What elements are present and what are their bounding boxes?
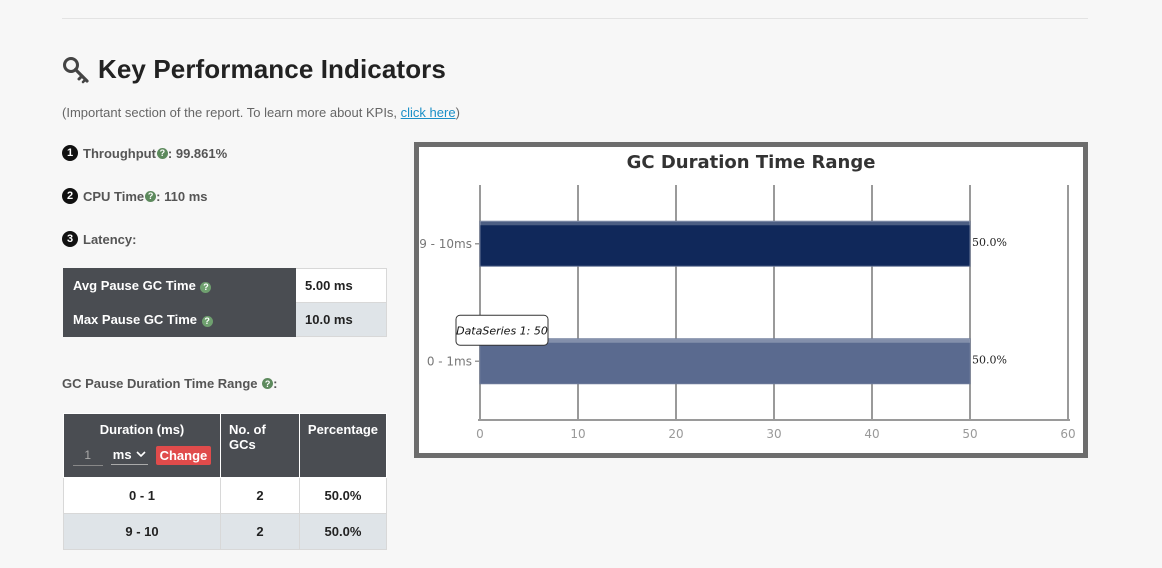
table-header-row: Duration (ms) ms Change No. of GCs Perce… (63, 413, 388, 478)
avg-pause-value: 5.00 ms (295, 268, 387, 303)
kpi-cpu-time: 2 CPU Time ? : 110 ms (62, 188, 208, 204)
help-icon[interactable]: ? (200, 281, 212, 293)
step-number-badge: 3 (62, 231, 78, 247)
count-header: No. of GCs (220, 413, 300, 478)
data-label: 50.0% (972, 353, 1007, 366)
duration-controls: ms Change (72, 445, 212, 466)
range-cell: 0 - 1 (63, 477, 221, 514)
help-icon[interactable]: ? (145, 190, 157, 202)
table-row: Max Pause GC Time ? 10.0 ms (63, 302, 387, 337)
help-icon[interactable]: ? (156, 147, 168, 159)
key-icon (63, 56, 89, 83)
y-tick-label: 0 - 1ms (427, 354, 472, 368)
gc-duration-chart: GC Duration Time Range 0 10 20 30 40 50 60 9 - 1… (414, 142, 1088, 458)
x-tick-label: 0 (476, 427, 484, 441)
step-number-badge: 1 (62, 145, 78, 161)
count-cell: 2 (220, 513, 300, 550)
chart-title: GC Duration Time Range (627, 152, 876, 173)
help-icon[interactable]: ? (201, 315, 213, 327)
page-title: Key Performance Indicators (98, 54, 446, 84)
cpu-time-label: CPU Time (83, 188, 145, 204)
table-row: Avg Pause GC Time ? 5.00 ms (63, 268, 387, 303)
data-label: 50.0% (972, 236, 1007, 249)
tooltip-text: DataSeries 1: 50 (456, 324, 548, 337)
x-tick-label: 50 (962, 427, 977, 441)
gc-duration-table: Duration (ms) ms Change No. of GCs Perce… (63, 413, 388, 550)
chart-canvas: GC Duration Time Range 0 10 20 30 40 50 60 9 - 1… (419, 152, 1075, 441)
cpu-time-value: : 110 ms (156, 188, 208, 204)
x-tick-label: 20 (668, 427, 683, 441)
bar-highlight (480, 338, 970, 343)
bar-highlight (480, 221, 970, 226)
x-tick-label: 40 (864, 427, 879, 441)
unit-select[interactable]: ms (110, 447, 148, 465)
percentage-cell: 50.0% (298, 513, 388, 550)
x-tick-label: 10 (570, 427, 585, 441)
throughput-label: Throughput (83, 145, 156, 161)
kpi-learn-more-link[interactable]: click here (400, 105, 456, 120)
percentage-header: Percentage (298, 413, 388, 478)
kpi-latency: 3 Latency: (62, 231, 136, 247)
step-number-badge: 2 (62, 188, 78, 204)
tooltip-box (455, 314, 549, 346)
intro-text: (Important section of the report. To lea… (62, 105, 460, 120)
bar (479, 338, 971, 385)
change-button[interactable]: Change (155, 446, 212, 465)
help-icon[interactable]: ? (262, 378, 274, 389)
latency-table: Avg Pause GC Time ? 5.00 ms Max Pause GC… (63, 268, 387, 337)
top-divider (62, 18, 1088, 19)
section-header: Key Performance Indicators (62, 54, 446, 85)
kpi-throughput: 1 Throughput ? : 99.861% (62, 145, 227, 161)
duration-header: Duration (ms) ms Change (63, 413, 221, 478)
range-cell: 9 - 10 (63, 513, 221, 550)
avg-pause-label: Avg Pause GC Time ? (63, 268, 296, 303)
x-tick-label: 60 (1060, 427, 1075, 441)
max-pause-label: Max Pause GC Time ? (63, 302, 296, 337)
x-tick-label: 30 (766, 427, 781, 441)
chevron-down-icon (135, 451, 146, 457)
table-row: 0 - 1 2 50.0% (63, 477, 388, 514)
percentage-cell: 50.0% (298, 477, 388, 514)
count-cell: 2 (220, 477, 300, 514)
gc-range-title: GC Pause Duration Time Range ?: (62, 376, 278, 391)
bar (479, 220, 971, 267)
throughput-value: : 99.861% (167, 145, 228, 161)
table-row: 9 - 10 2 50.0% (63, 513, 388, 550)
latency-label: Latency: (83, 231, 137, 247)
duration-interval-input[interactable] (72, 445, 103, 466)
max-pause-value: 10.0 ms (295, 302, 387, 337)
y-tick-label: 9 - 10ms (419, 237, 472, 251)
